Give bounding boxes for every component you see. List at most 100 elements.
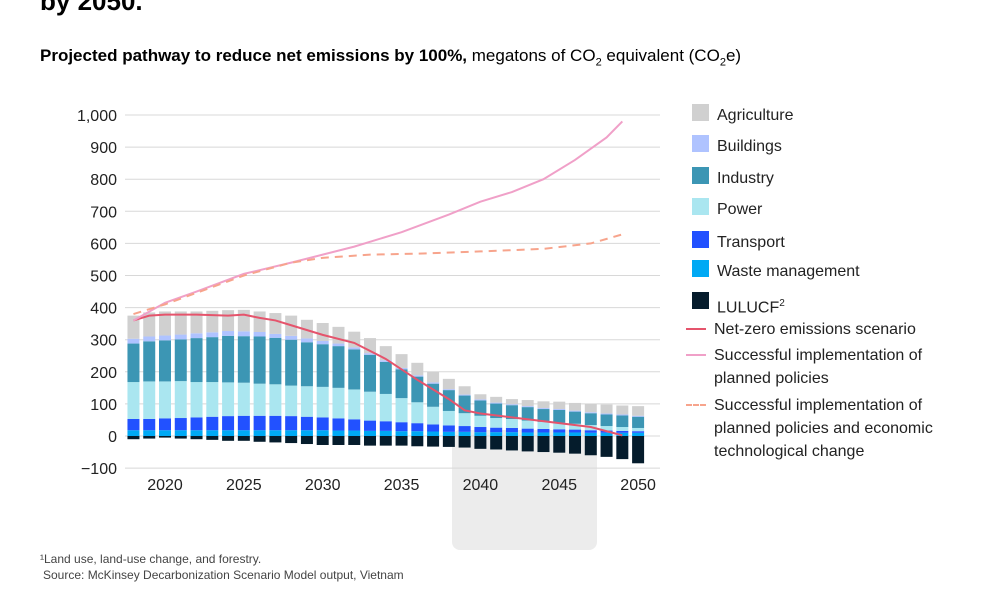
bar-segment <box>458 413 471 427</box>
bar-segment <box>300 430 313 436</box>
bar-segment <box>427 431 440 436</box>
bar-segment <box>206 416 219 431</box>
bar-segment <box>285 335 298 340</box>
bar-segment <box>427 371 440 383</box>
bar-segment <box>159 381 171 419</box>
bar-segment <box>174 418 187 431</box>
bar-segment <box>537 408 550 410</box>
y-tick-label: 100 <box>90 397 117 414</box>
bar-segment <box>379 421 392 431</box>
y-tick-label: 200 <box>90 365 117 382</box>
bar-segment <box>442 389 455 391</box>
bar-segment <box>458 426 471 432</box>
bar-segment <box>458 436 471 448</box>
bar-segment <box>253 383 266 416</box>
bar-segment <box>616 430 629 433</box>
bar-segment <box>332 436 345 445</box>
y-tick-label: 500 <box>90 269 117 286</box>
bar-segment <box>269 313 282 334</box>
bar-segment <box>159 340 171 382</box>
legend-label: Industry <box>717 170 774 187</box>
bar-segment <box>143 436 156 439</box>
bar-segment <box>600 426 613 431</box>
bar-segment <box>537 432 550 436</box>
legend-swatch <box>692 292 709 309</box>
legend-item: Successful implementation of planned pol… <box>686 394 966 463</box>
footnote: ¹Land use, land-use change, and forestry… <box>40 551 404 583</box>
bar-segment <box>206 430 219 436</box>
bar-segment <box>253 415 266 431</box>
bar-segment <box>537 436 550 453</box>
bar-segment <box>427 383 440 407</box>
bar-segment <box>395 369 408 399</box>
legend-label: Waste management <box>717 263 860 280</box>
bar-segment <box>316 340 329 345</box>
bar-segment <box>553 409 566 410</box>
legend-item: Agriculture <box>692 104 972 127</box>
bar-segment <box>222 436 235 441</box>
bar-segment <box>505 399 518 405</box>
bar-segment <box>458 386 471 395</box>
bar-segment <box>569 429 582 433</box>
bar-segment <box>237 430 250 436</box>
bar-segment <box>190 436 203 440</box>
bar-segment <box>395 422 408 432</box>
bar-segment <box>569 411 582 424</box>
bar-segment <box>521 406 534 408</box>
bar-segment <box>490 436 503 450</box>
bar-segment <box>553 422 566 430</box>
bar-segment <box>521 407 534 421</box>
bar-segment <box>442 410 455 426</box>
bar-segment <box>285 339 298 386</box>
x-tick-label: 2040 <box>463 477 499 494</box>
y-tick-label: 300 <box>90 333 117 350</box>
subtitle-bold: Projected pathway to reduce net emission… <box>40 46 468 65</box>
bar-segment <box>521 428 534 433</box>
bar-segment <box>569 436 582 454</box>
bar-segment <box>584 413 597 426</box>
bar-segment <box>253 436 266 442</box>
legend-item: Power <box>692 198 972 221</box>
bar-segment <box>285 416 298 431</box>
bar-segment <box>474 394 487 400</box>
bar-segment <box>600 404 613 414</box>
bar-segment <box>300 386 313 417</box>
bar-segment <box>190 311 203 334</box>
x-tick-label: 2035 <box>384 477 420 494</box>
legend-item: Successful implementation of planned pol… <box>686 344 966 390</box>
bar-segment <box>127 436 140 440</box>
bar-segment <box>206 382 219 417</box>
bar-segment <box>348 430 361 436</box>
bar-segment <box>632 416 645 428</box>
bar-segment <box>316 430 329 436</box>
bar-segment <box>474 432 487 436</box>
bar-segment <box>490 432 503 436</box>
bar-segment <box>505 404 518 406</box>
bar-segment <box>316 386 329 418</box>
bar-segment <box>490 427 503 433</box>
bar-segment <box>521 436 534 452</box>
bar-segment <box>411 376 424 403</box>
bar-segment <box>190 382 203 418</box>
legend-label: Power <box>717 201 763 218</box>
bar-segment <box>553 401 566 410</box>
bar-segment <box>222 382 235 417</box>
bar-segment <box>490 396 503 403</box>
subtitle-unit: megatons of CO <box>467 46 596 65</box>
legend-swatch <box>692 135 709 152</box>
legend-swatch <box>692 231 709 248</box>
bar-segment <box>143 336 156 342</box>
bar-segment <box>505 405 518 419</box>
bar-segment <box>379 361 392 394</box>
bar-segment <box>600 413 613 415</box>
bar-segment <box>600 414 613 427</box>
legend-line-marker <box>686 354 706 356</box>
bar-segment <box>442 390 455 411</box>
bar-segment <box>379 430 392 436</box>
legend-item: Net-zero emissions scenario <box>686 318 966 341</box>
bar-segment <box>253 331 266 337</box>
bar-segment <box>332 343 345 347</box>
bar-segment <box>316 417 329 431</box>
bar-segment <box>143 418 156 431</box>
legend-item: Waste management <box>692 260 972 283</box>
